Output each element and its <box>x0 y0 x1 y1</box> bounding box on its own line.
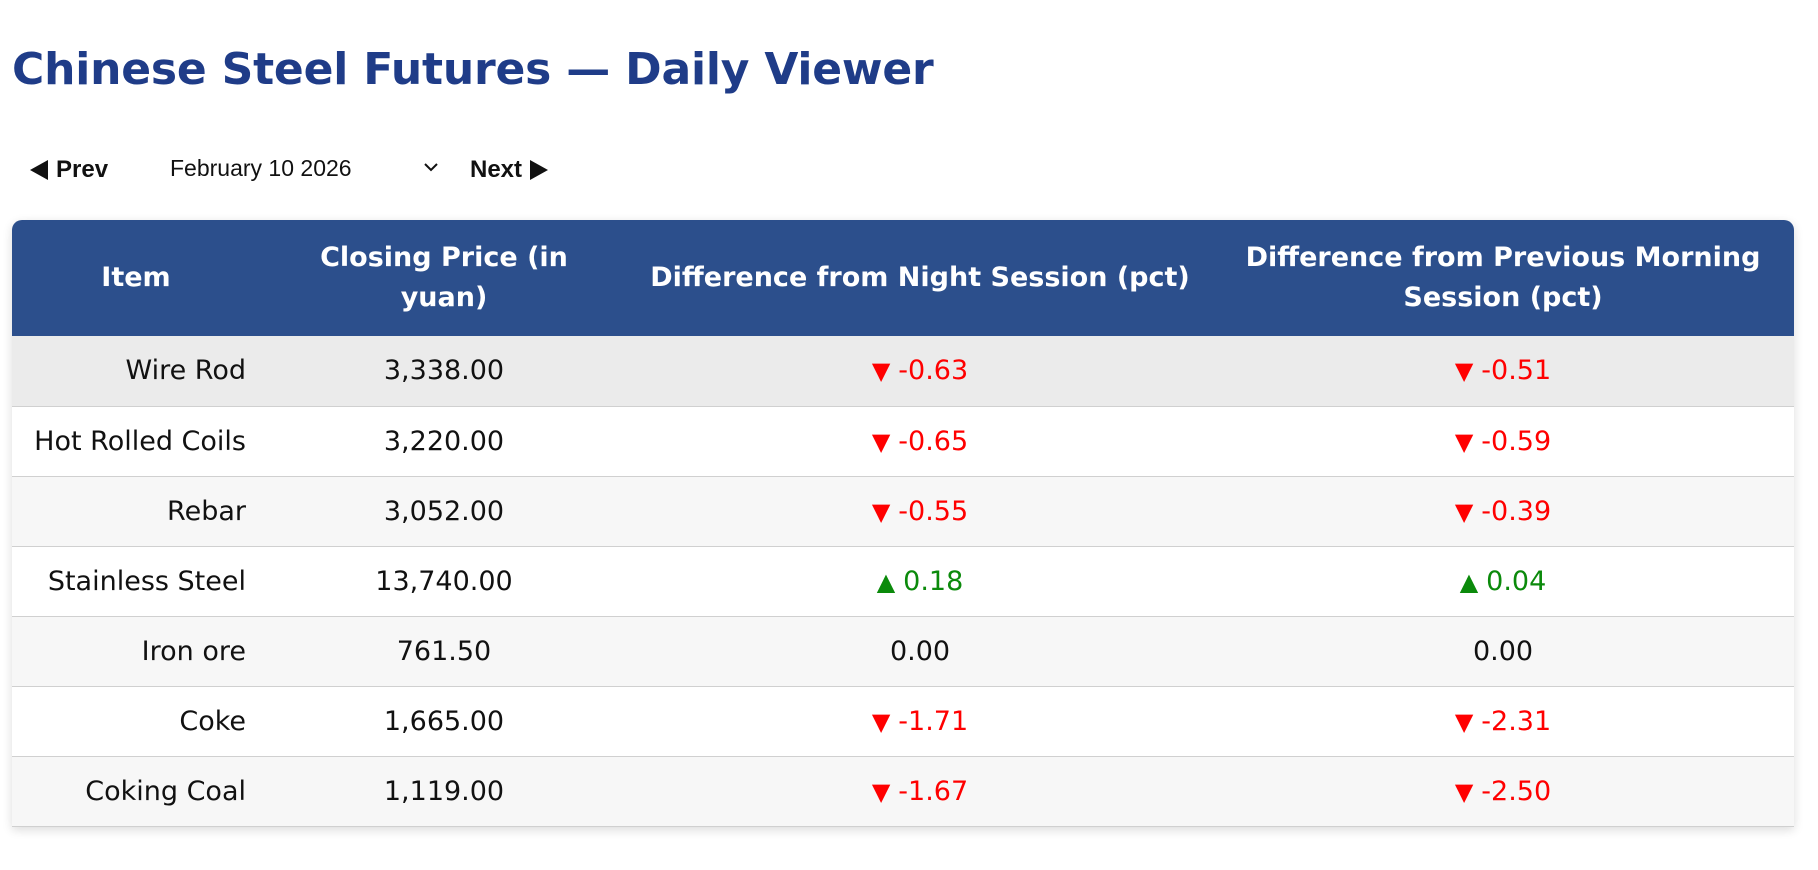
cell-morning-diff-value: -2.31 <box>1481 705 1552 737</box>
triangle-down-icon: ▼ <box>1454 707 1474 736</box>
table-header: Item Closing Price (in yuan) Difference … <box>12 220 1794 336</box>
cell-item: Iron ore <box>141 635 246 667</box>
cell-night-diff: ▼ -0.55 <box>628 476 1212 546</box>
cell-closing-price: 3,220.00 <box>383 425 505 457</box>
cell-night-diff-value: -0.55 <box>898 495 969 527</box>
table-row: Wire Rod 3,338.00 ▼ -0.63 ▼ -0.51 <box>12 336 1794 406</box>
prev-label: Prev <box>56 156 109 183</box>
next-button[interactable]: Next <box>470 150 549 190</box>
cell-night-diff-value: -1.67 <box>898 775 969 807</box>
prev-button[interactable]: Prev <box>30 150 108 190</box>
triangle-down-icon: ▼ <box>871 427 891 456</box>
cell-night-diff-value: 0.18 <box>903 565 964 597</box>
cell-night-diff-value: -1.71 <box>898 705 969 737</box>
cell-night-diff-value: -0.65 <box>898 425 969 457</box>
date-select-value: February 10 2026 <box>170 154 352 181</box>
table-row: Coke 1,665.00 ▼ -1.71 ▼ -2.31 <box>12 686 1794 756</box>
futures-table-container: Item Closing Price (in yuan) Difference … <box>12 220 1794 827</box>
triangle-down-icon: ▼ <box>1454 427 1474 456</box>
triangle-down-icon: ▼ <box>871 357 891 386</box>
cell-night-diff: ▼ -1.67 <box>628 756 1212 826</box>
cell-closing-price: 13,740.00 <box>375 565 513 597</box>
triangle-right-icon <box>530 160 549 180</box>
cell-item: Hot Rolled Coils <box>34 425 246 457</box>
cell-morning-diff: ▼ -0.59 <box>1212 406 1794 476</box>
cell-closing-price: 3,338.00 <box>383 355 505 387</box>
triangle-left-icon <box>30 160 48 180</box>
cell-morning-diff: ▼ -2.31 <box>1212 686 1794 756</box>
table-row: Stainless Steel 13,740.00 ▲ 0.18 ▲ 0.04 <box>12 546 1794 616</box>
table-row: Iron ore 761.50 0.00 0.00 <box>12 616 1794 686</box>
triangle-down-icon: ▼ <box>871 777 891 806</box>
triangle-up-icon: ▲ <box>1459 567 1479 596</box>
cell-morning-diff: ▼ -0.51 <box>1212 336 1794 406</box>
cell-night-diff-value: -0.63 <box>898 355 969 387</box>
table-row: Hot Rolled Coils 3,220.00 ▼ -0.65 ▼ -0.59 <box>12 406 1794 476</box>
next-label: Next <box>470 156 523 183</box>
table-body: Wire Rod 3,338.00 ▼ -0.63 ▼ -0.51 Hot Rolled C… <box>12 336 1794 826</box>
cell-closing-price: 761.50 <box>396 635 492 667</box>
cell-morning-diff-value: -0.39 <box>1481 495 1552 527</box>
cell-night-diff: ▲ 0.18 <box>628 546 1212 616</box>
column-header-closing-price: Closing Price (in yuan) <box>320 242 568 313</box>
cell-item: Stainless Steel <box>47 565 246 597</box>
cell-night-diff-value: 0.00 <box>889 635 951 667</box>
triangle-up-icon: ▲ <box>876 567 896 596</box>
page-title: Chinese Steel Futures — Daily Viewer <box>12 44 934 95</box>
chevron-down-icon <box>424 163 438 172</box>
cell-night-diff: ▼ -0.65 <box>628 406 1212 476</box>
cell-item: Wire Rod <box>125 355 246 387</box>
cell-morning-diff-value: 0.04 <box>1486 565 1547 597</box>
triangle-down-icon: ▼ <box>1454 357 1474 386</box>
cell-morning-diff: ▼ -2.50 <box>1212 756 1794 826</box>
column-header-night-diff: Difference from Night Session (pct) <box>650 262 1190 293</box>
column-header-item: Item <box>101 262 171 293</box>
date-select[interactable]: February 10 2026 <box>160 148 440 188</box>
cell-morning-diff: 0.00 <box>1212 616 1794 686</box>
cell-item: Coking Coal <box>85 775 246 807</box>
table-row: Coking Coal 1,119.00 ▼ -1.67 ▼ -2.50 <box>12 756 1794 826</box>
cell-morning-diff-value: 0.00 <box>1472 635 1534 667</box>
cell-morning-diff-value: -2.50 <box>1481 775 1552 807</box>
cell-morning-diff-value: -0.59 <box>1481 425 1552 457</box>
futures-table: Item Closing Price (in yuan) Difference … <box>12 220 1794 827</box>
table-row: Rebar 3,052.00 ▼ -0.55 ▼ -0.39 <box>12 476 1794 546</box>
triangle-down-icon: ▼ <box>871 707 891 736</box>
cell-closing-price: 3,052.00 <box>383 495 505 527</box>
cell-item: Coke <box>179 705 246 737</box>
triangle-down-icon: ▼ <box>1454 777 1474 806</box>
cell-night-diff: ▼ -0.63 <box>628 336 1212 406</box>
cell-night-diff: ▼ -1.71 <box>628 686 1212 756</box>
triangle-down-icon: ▼ <box>1454 497 1474 526</box>
cell-night-diff: 0.00 <box>628 616 1212 686</box>
triangle-down-icon: ▼ <box>871 497 891 526</box>
column-header-morning-diff: Difference from Previous Morning Session… <box>1245 242 1761 313</box>
date-navigation: Prev February 10 2026 Next <box>0 140 700 196</box>
cell-closing-price: 1,665.00 <box>383 705 505 737</box>
table-header-row: Item Closing Price (in yuan) Difference … <box>12 220 1794 336</box>
cell-morning-diff: ▲ 0.04 <box>1212 546 1794 616</box>
cell-item: Rebar <box>167 495 246 527</box>
cell-closing-price: 1,119.00 <box>383 775 505 807</box>
cell-morning-diff: ▼ -0.39 <box>1212 476 1794 546</box>
cell-morning-diff-value: -0.51 <box>1481 355 1552 387</box>
